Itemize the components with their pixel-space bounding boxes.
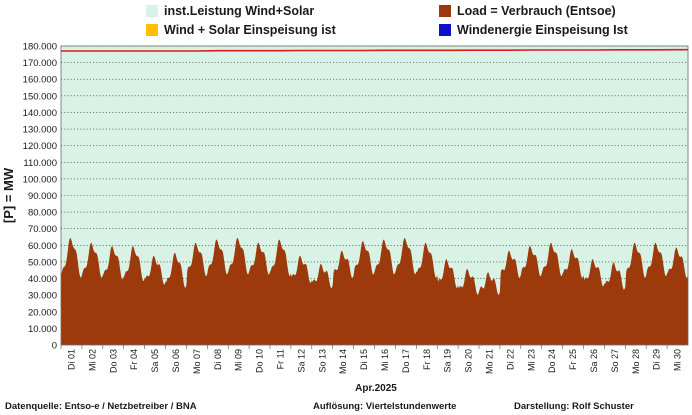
legend-label-installed: inst.Leistung Wind+Solar: [164, 4, 315, 18]
y-tick-label: 10.000: [28, 324, 57, 335]
x-tick-label: Mi 30: [673, 349, 683, 371]
x-tick-label: Fr 04: [129, 349, 139, 370]
x-tick-label: Mi 02: [87, 349, 97, 371]
x-tick-label: Sa 12: [296, 349, 306, 373]
y-tick-label: 60.000: [28, 241, 57, 252]
legend: inst.Leistung Wind+Solar Load = Verbrauc…: [0, 2, 692, 42]
x-tick-label: Do 17: [401, 349, 411, 373]
x-tick-label: Mo 28: [631, 349, 641, 374]
legend-label-windsolar: Wind + Solar Einspeisung ist: [164, 23, 336, 37]
y-tick-label: 20.000: [28, 307, 57, 318]
x-tick-label: Fr 18: [422, 349, 432, 370]
y-tick-label: 150.000: [23, 91, 57, 102]
y-tick-label: 90.000: [28, 191, 57, 202]
x-tick-label: Do 24: [547, 349, 557, 373]
x-tick-label: So 20: [464, 349, 474, 373]
footer-source: Datenquelle: Entso-e / Netzbetreiber / B…: [5, 401, 197, 412]
x-tick-label: Do 10: [255, 349, 265, 373]
legend-item-load: Load = Verbrauch (Entsoe): [439, 4, 616, 18]
y-tick-label: 0: [52, 341, 57, 352]
legend-label-load: Load = Verbrauch (Entsoe): [457, 4, 616, 18]
y-tick-label: 130.000: [23, 125, 57, 136]
x-tick-label: Fr 25: [568, 349, 578, 370]
y-tick-label: 110.000: [23, 158, 57, 169]
y-tick-labels: 0 10.000 20.000 30.000 40.000 50.000 60.000 70.…: [23, 42, 57, 352]
y-axis-label: [P] = MW: [1, 167, 16, 223]
y-tick-label: 100.000: [23, 174, 57, 185]
legend-swatch-windsolar: [146, 24, 158, 36]
legend-label-wind: Windenergie Einspeisung Ist: [457, 23, 628, 37]
y-tick-label: 180.000: [23, 42, 57, 53]
load-area: [61, 238, 688, 345]
footer-resolution: Auflösung: Viertelstundenwerte: [313, 401, 457, 412]
legend-item-wind: Windenergie Einspeisung Ist: [439, 23, 628, 37]
y-tick-label: 50.000: [28, 257, 57, 268]
legend-swatch-wind: [439, 24, 451, 36]
y-tick-label: 40.000: [28, 274, 57, 285]
legend-item-windsolar: Wind + Solar Einspeisung ist: [146, 23, 336, 37]
x-tick-label: Fr 11: [275, 349, 285, 369]
y-tick-label: 120.000: [23, 141, 57, 152]
x-tick-label: Mi 16: [380, 349, 390, 371]
installed-capacity-line: [61, 48, 688, 52]
y-tick-label: 70.000: [28, 224, 57, 235]
x-tick-label: So 27: [610, 349, 620, 373]
x-tick-label: Do 03: [108, 349, 118, 373]
x-tick-label: So 06: [171, 349, 181, 373]
x-axis-label: Apr.2025: [355, 383, 397, 394]
x-tick-label: Di 08: [213, 349, 223, 370]
x-tick-label: Mo 14: [338, 349, 348, 374]
y-tick-label: 30.000: [28, 291, 57, 302]
x-tick-label: Di 01: [66, 349, 76, 370]
legend-item-installed: inst.Leistung Wind+Solar: [146, 4, 314, 18]
legend-swatch-installed: [146, 5, 158, 17]
legend-swatch-load: [439, 5, 451, 17]
x-tick-label: Mo 07: [192, 349, 202, 374]
x-tick-label: Di 29: [652, 349, 662, 370]
x-tick-label: Sa 26: [589, 349, 599, 373]
y-tick-label: 140.000: [23, 108, 57, 119]
y-tick-label: 80.000: [28, 208, 57, 219]
x-tick-label: Di 22: [505, 349, 515, 370]
footer-author: Darstellung: Rolf Schuster: [514, 401, 634, 412]
x-tick-labels: Di 01 Mi 02 Do 03 Fr 04 Sa 05 So 06 Mo 07 Di 08…: [60, 345, 683, 374]
y-tick-label: 160.000: [23, 75, 57, 86]
x-tick-label: Mi 23: [526, 349, 536, 371]
x-tick-label: So 13: [317, 349, 327, 373]
x-tick-label: Mo 21: [484, 349, 494, 374]
x-tick-label: Sa 05: [150, 349, 160, 373]
x-tick-label: Sa 19: [443, 349, 453, 373]
x-tick-label: Di 15: [359, 349, 369, 370]
y-tick-label: 170.000: [23, 58, 57, 69]
x-tick-label: Mi 09: [234, 349, 244, 371]
